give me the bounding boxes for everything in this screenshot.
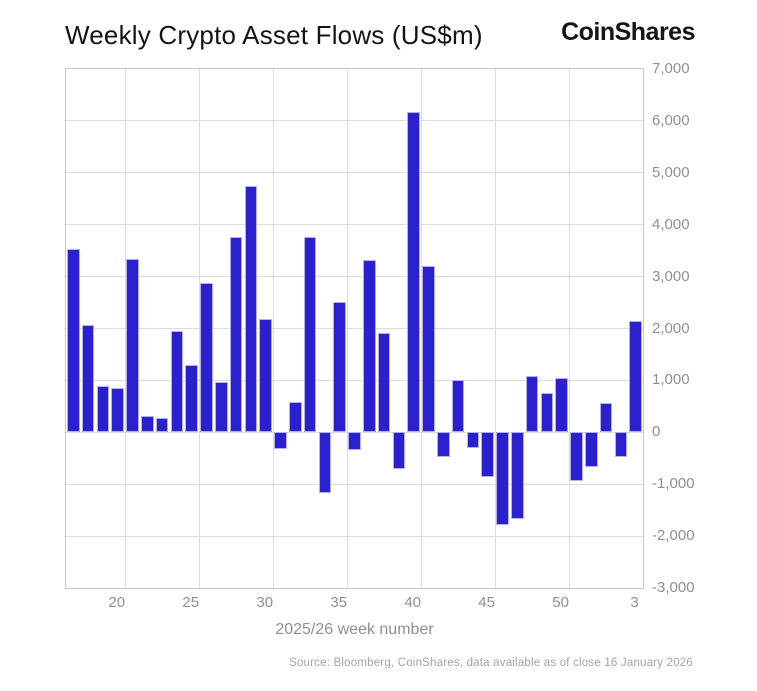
x-tick-label: 20	[108, 594, 126, 611]
y-tick-label: 6,000	[652, 111, 690, 129]
bar-week-37	[362, 259, 376, 433]
x-axis-labels: 20 25 30 35 40 45 50 3	[65, 594, 644, 616]
y-tick-label: 2,000	[652, 319, 690, 337]
bar-week-21	[126, 258, 139, 433]
y-tick-label: -3,000	[652, 579, 695, 596]
bar-week-44	[466, 432, 480, 449]
x-tick-label: 30	[256, 594, 274, 611]
gridline-vertical	[124, 69, 126, 588]
coinshares-logo: CoinShares	[561, 18, 695, 46]
gridline-horizontal	[66, 483, 643, 485]
bar-week-41	[422, 265, 435, 433]
bar-week-49	[540, 393, 554, 433]
bar-week-50	[555, 377, 568, 433]
gridline-horizontal	[66, 120, 643, 122]
bar-week-47	[510, 432, 524, 520]
chart-title: Weekly Crypto Asset Flows (US$m)	[65, 20, 483, 50]
bar-week-24	[170, 330, 184, 433]
bar-week-38	[377, 332, 391, 433]
gridline-vertical	[420, 69, 422, 588]
x-tick-label: 3	[630, 594, 639, 611]
y-tick-label: 0	[652, 423, 661, 441]
bar-week-39	[392, 432, 406, 470]
y-tick-label: 5,000	[652, 163, 690, 181]
gridline-horizontal	[66, 224, 643, 226]
x-tick-label: 35	[330, 594, 348, 611]
bar-week-23	[155, 418, 169, 433]
bar-week-30	[259, 318, 273, 433]
bar-week-31	[274, 432, 287, 450]
gridline-vertical	[568, 69, 570, 588]
gridline-horizontal	[66, 276, 643, 278]
x-tick-label: 50	[552, 594, 569, 611]
bar-week-29	[244, 186, 258, 433]
gridline-horizontal	[66, 172, 643, 174]
bar-week-34	[318, 432, 332, 494]
bar-week-27	[215, 382, 228, 433]
bar-week-33	[303, 236, 317, 433]
gridline-vertical	[346, 69, 348, 588]
bar-week-1	[599, 403, 613, 433]
y-tick-label: 4,000	[652, 215, 690, 233]
bar-week-52	[584, 432, 598, 467]
x-tick-label: 45	[478, 594, 495, 611]
y-tick-label: -2,000	[652, 527, 695, 545]
gridline-vertical	[272, 69, 274, 588]
bar-week-18	[81, 325, 95, 433]
x-axis-title: 2025/26 week number	[275, 621, 434, 638]
bar-week-20	[111, 388, 125, 433]
plot-area	[65, 68, 644, 589]
gridline-vertical	[198, 69, 200, 588]
bar-week-35	[333, 301, 346, 433]
bar-week-26	[200, 282, 213, 433]
bar-week-36	[348, 432, 361, 450]
gridline-horizontal	[66, 379, 643, 381]
y-axis-labels: 7,000 6,000 5,000 4,000 3,000 2,000 1,000 0 -1,0…	[652, 60, 722, 596]
y-tick-label: -1,000	[652, 475, 695, 493]
bar-week-17	[67, 249, 80, 433]
bar-week-32	[289, 401, 302, 433]
bar-week-46	[496, 432, 509, 525]
gridline-horizontal	[66, 535, 643, 537]
bar-week-25	[185, 365, 199, 433]
x-tick-label: 40	[404, 594, 422, 611]
bar-week-45	[481, 432, 494, 477]
x-tick-label: 25	[182, 594, 200, 611]
bar-week-40	[407, 112, 420, 433]
bar-week-3	[629, 320, 642, 433]
bar-week-48	[525, 375, 539, 433]
y-tick-label: 7,000	[652, 60, 690, 77]
bar-week-22	[141, 416, 154, 433]
gridline-vertical	[494, 69, 496, 588]
bar-week-42	[436, 432, 450, 458]
bar-week-43	[451, 380, 465, 433]
source-note: Source: Bloomberg, CoinShares, data avai…	[289, 657, 693, 669]
y-tick-label: 3,000	[652, 267, 690, 285]
bar-week-2	[614, 432, 628, 457]
y-tick-label: 1,000	[652, 371, 690, 389]
bar-week-28	[229, 237, 243, 433]
bar-week-19	[96, 385, 110, 433]
gridline-horizontal	[66, 328, 643, 329]
bar-week-51	[570, 432, 583, 482]
